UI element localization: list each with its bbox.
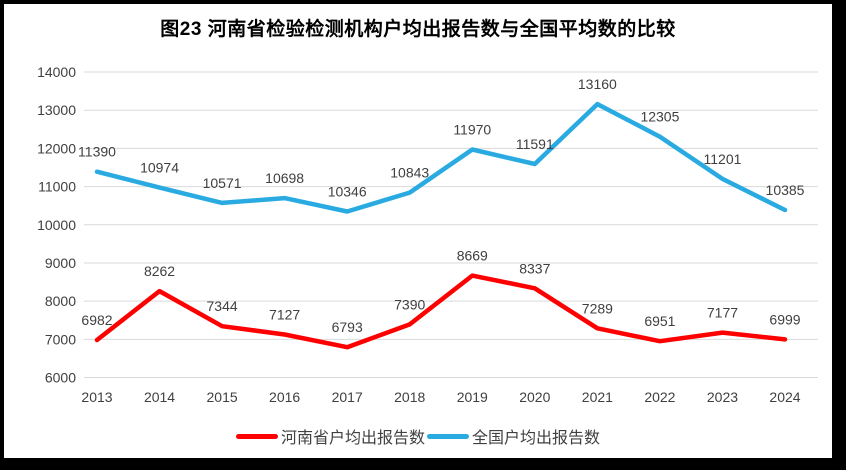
- data-label: 10843: [390, 165, 429, 181]
- data-label: 12305: [640, 109, 679, 125]
- x-tick-label: 2023: [707, 389, 738, 405]
- data-label: 6793: [332, 319, 363, 335]
- x-tick-label: 2015: [207, 389, 238, 405]
- y-tick-label: 13000: [37, 102, 76, 118]
- legend-line-swatch: [427, 433, 469, 439]
- data-label: 8669: [457, 248, 488, 264]
- x-tick-label: 2018: [394, 389, 425, 405]
- data-label: 7344: [207, 298, 238, 314]
- x-tick-label: 2022: [644, 389, 675, 405]
- x-tick-label: 2014: [144, 389, 175, 405]
- data-label: 11390: [78, 144, 116, 160]
- legend-item-0: 河南省户均出报告数: [235, 424, 425, 448]
- data-label: 10974: [140, 160, 179, 176]
- line-chart-canvas: 6000 7000 8000 9000 10000 11000 12000 13000 1400…: [37, 64, 818, 405]
- y-tick-label: 10000: [37, 217, 76, 233]
- y-tick-label: 9000: [45, 255, 76, 271]
- data-label: 10571: [203, 175, 242, 191]
- series-line-0: [94, 273, 788, 350]
- data-label: 6951: [644, 313, 675, 329]
- data-label: 10346: [328, 184, 367, 200]
- y-tick-label: 12000: [37, 140, 76, 156]
- legend-item-1: 全国户均出报告数: [427, 424, 600, 448]
- data-label: 6999: [769, 311, 800, 327]
- y-tick-label: 14000: [37, 64, 76, 80]
- x-tick-label: 2017: [332, 389, 363, 405]
- y-tick-label: 6000: [45, 370, 76, 386]
- y-tick-label: 8000: [45, 293, 76, 309]
- chart-legend: 河南省户均出报告数 全国户均出报告数: [4, 424, 832, 448]
- data-label: 7289: [582, 300, 613, 316]
- x-tick-label: 2021: [582, 389, 613, 405]
- legend-label: 全国户均出报告数: [472, 430, 601, 447]
- data-label: 10385: [766, 182, 805, 198]
- data-label: 7177: [707, 305, 738, 321]
- x-tick-label: 2019: [457, 389, 488, 405]
- data-label: 8262: [144, 263, 175, 279]
- data-label: 11970: [453, 122, 491, 138]
- data-label: 11591: [516, 136, 554, 152]
- x-tick-label: 2016: [269, 389, 300, 405]
- x-tick-label: 2020: [519, 389, 550, 405]
- legend-label: 河南省户均出报告数: [280, 430, 425, 447]
- y-tick-label: 11000: [38, 179, 76, 195]
- data-label: 6982: [81, 312, 112, 328]
- data-label: 13160: [578, 76, 617, 92]
- series-line-1: [94, 101, 788, 214]
- x-tick-label: 2013: [81, 389, 112, 405]
- y-tick-label: 7000: [45, 331, 76, 347]
- chart-title: 图23 河南省检验检测机构户均出报告数与全国平均数的比较: [160, 19, 676, 40]
- data-label: 11201: [704, 151, 742, 167]
- data-label: 7127: [269, 306, 300, 322]
- x-tick-label: 2024: [769, 389, 800, 405]
- data-label: 10698: [265, 170, 304, 186]
- legend-line-swatch: [235, 433, 278, 439]
- data-label: 8337: [519, 260, 550, 276]
- data-label: 7390: [394, 296, 425, 312]
